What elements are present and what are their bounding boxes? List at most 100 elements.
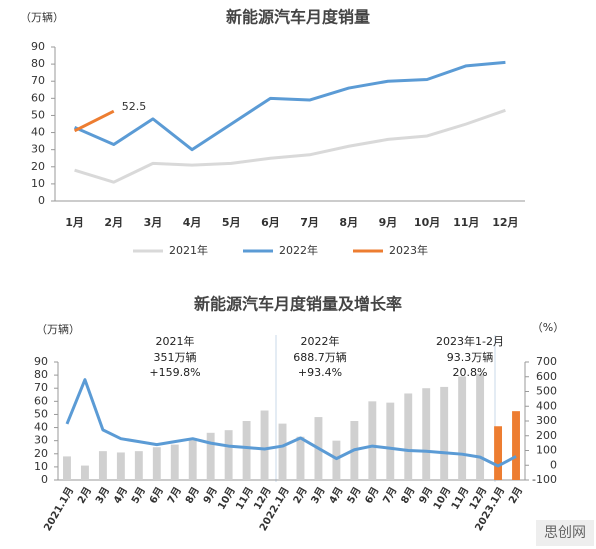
y-tick-label: 90 [31, 40, 45, 53]
x-tick-label: 9月 [379, 216, 398, 229]
x-tick-label: 6月 [363, 485, 382, 506]
y2-tick-label: 300 [536, 414, 557, 427]
bar [134, 451, 143, 480]
line [74, 108, 506, 184]
y-tick-label: 70 [31, 74, 45, 87]
bar [152, 447, 161, 480]
y2-tick-label: 700 [536, 355, 557, 368]
x-tick-label: 5月 [345, 485, 364, 506]
y-tick-label: 20 [31, 160, 45, 173]
x-tick-label: 7月 [300, 216, 319, 229]
x-tick-label: 3月 [309, 485, 328, 506]
x-tick-label: 2月 [291, 485, 310, 506]
annotation: 2023年1-2月 [436, 334, 504, 348]
x-tick-label: 11月 [449, 485, 471, 512]
data-label: 52.5 [122, 100, 147, 113]
bar [332, 440, 341, 480]
bar [278, 423, 287, 480]
y-tick-label: 0 [41, 473, 48, 486]
x-tick-label: 1月 [65, 216, 84, 229]
bar [206, 432, 215, 480]
x-tick-label: 11月 [233, 485, 255, 512]
bar [260, 410, 269, 480]
y-tick-label: 30 [31, 143, 45, 156]
y-tick-label: 40 [31, 126, 45, 139]
x-tick-label: 2月 [75, 485, 94, 506]
x-tick-label: 4月 [183, 216, 202, 229]
x-tick-label: 7月 [381, 485, 400, 506]
y2-tick-label: 0 [550, 458, 557, 471]
annotation: 688.7万辆 [293, 350, 347, 364]
x-tick-label: 11月 [453, 216, 479, 229]
x-tick-label: 5月 [222, 216, 241, 229]
watermark-box [536, 520, 594, 546]
legend-label: 2021年 [169, 243, 208, 257]
annotation: +159.8% [149, 366, 200, 379]
y2-tick-label: 500 [536, 385, 557, 398]
y2-tick-label: -100 [532, 473, 557, 486]
y2-tick-label: 200 [536, 429, 557, 442]
y-unit-label: （万辆） [36, 322, 80, 336]
y-tick-label: 10 [31, 177, 45, 190]
x-tick-label: 3月 [93, 485, 112, 506]
bar [404, 393, 413, 480]
bar [494, 426, 503, 480]
annotation: 20.8% [453, 366, 488, 379]
x-tick-label: 10月 [431, 485, 453, 512]
line [73, 60, 506, 152]
x-tick-label: 6月 [261, 216, 280, 229]
x-tick-label: 10月 [215, 485, 237, 512]
bar [458, 376, 467, 480]
x-tick-label: 8月 [183, 485, 202, 506]
x-tick-label: 10月 [414, 216, 440, 229]
bar [422, 388, 431, 480]
bar [512, 411, 520, 480]
line [65, 378, 517, 468]
x-tick-label: 2月 [104, 216, 123, 229]
annotation: +93.4% [298, 366, 342, 379]
annotation: 93.3万辆 [447, 350, 494, 364]
legend-label: 2022年 [279, 243, 318, 257]
y-unit-label: （万辆） [20, 10, 64, 24]
bar [296, 436, 305, 480]
x-tick-label: 5月 [129, 485, 148, 506]
y-tick-label: 50 [31, 108, 45, 121]
bar [98, 451, 107, 480]
x-tick-label: 4月 [111, 485, 130, 506]
x-tick-label: 12月 [492, 216, 518, 229]
bar [80, 465, 89, 480]
y-tick-label: 70 [34, 381, 48, 394]
chart-title: 新能源汽车月度销量及增长率 [194, 295, 402, 314]
x-tick-label: 9月 [417, 485, 436, 506]
x-tick-label: 3月 [144, 216, 163, 229]
y-tick-label: 0 [38, 194, 45, 207]
watermark: 思创网 [544, 525, 586, 541]
annotation: 351万辆 [154, 350, 197, 364]
y-tick-label: 10 [34, 460, 48, 473]
y2-tick-label: 400 [536, 399, 557, 412]
x-tick-label: 2021.1月 [41, 485, 76, 533]
x-tick-label: 8月 [399, 485, 418, 506]
bar [242, 421, 251, 480]
annotation: 2021年 [156, 334, 195, 348]
y2-tick-label: 100 [536, 444, 557, 457]
bar [440, 386, 449, 480]
x-tick-label: 4月 [327, 485, 346, 506]
bar [170, 444, 179, 480]
bar [476, 373, 485, 480]
x-tick-label: 2月 [506, 485, 525, 506]
bar [224, 430, 233, 480]
x-tick-label: 8月 [339, 216, 358, 229]
x-tick-label: 9月 [201, 485, 220, 506]
chart-title: 新能源汽车月度销量 [226, 8, 370, 27]
bar [368, 401, 377, 480]
y2-tick-label: 600 [536, 370, 557, 383]
y-tick-label: 60 [34, 394, 48, 407]
y-tick-label: 80 [34, 368, 48, 381]
y-tick-label: 90 [34, 355, 48, 368]
bar [386, 402, 395, 480]
y-tick-label: 40 [34, 421, 48, 434]
y-tick-label: 30 [34, 434, 48, 447]
bar [188, 438, 197, 480]
